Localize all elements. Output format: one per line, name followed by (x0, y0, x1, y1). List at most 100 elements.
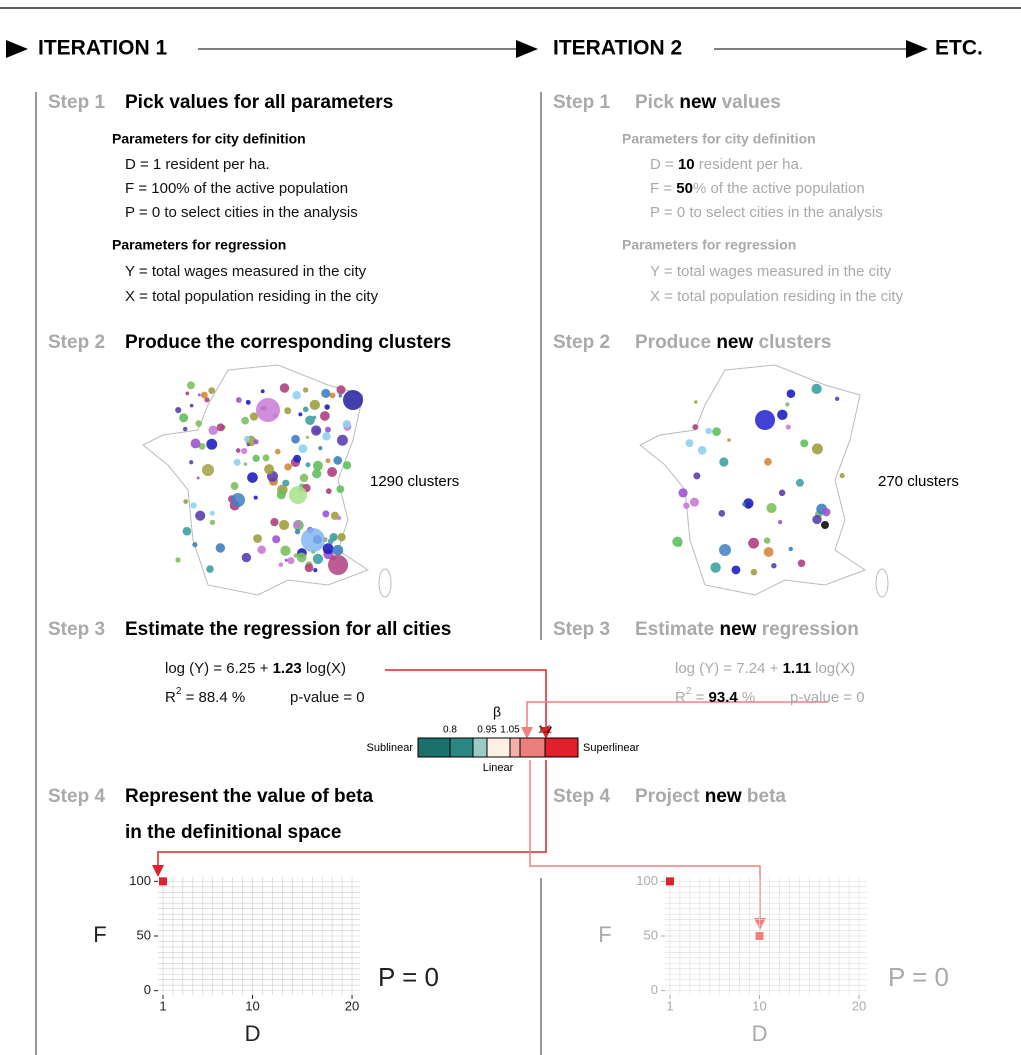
cluster-blob (743, 498, 754, 509)
y-axis-label: F (93, 922, 106, 947)
scale-segment (519, 737, 546, 758)
cluster-blob (328, 555, 348, 575)
param-line: F = 100% of the active population (125, 180, 348, 197)
cluster-blob (694, 400, 698, 404)
map-outline (639, 364, 867, 596)
cluster-blob (689, 497, 699, 507)
cluster-count: 1290 clusters (370, 473, 459, 490)
cluster-blob (175, 557, 181, 563)
cluster-blob (672, 536, 683, 547)
text-segment: new (719, 619, 756, 640)
text-segment: beta (742, 786, 787, 807)
cluster-blob (185, 391, 190, 396)
cluster-blob (304, 563, 314, 573)
cluster-blob (257, 545, 266, 554)
cluster-blob (280, 545, 291, 556)
cluster-blob (253, 495, 258, 500)
scale-right-label: Superlinear (583, 742, 640, 754)
text-segment: 2 (686, 686, 692, 697)
cluster-blob (189, 403, 194, 408)
step-title: Represent the value of beta (125, 786, 374, 807)
cluster-blob (252, 454, 260, 463)
cluster-blob (190, 438, 201, 449)
map-island (875, 568, 889, 598)
cluster-blob (336, 515, 342, 521)
arrow (152, 760, 547, 877)
text-segment: log(X) (302, 660, 346, 677)
cluster-blob (208, 387, 216, 395)
y-axis-label: F (598, 922, 611, 947)
scale-tick-label: 0.95 (477, 725, 497, 736)
param-heading: Parameters for city definition (622, 131, 816, 147)
cluster-blob (292, 391, 301, 400)
text-segment: log (Y) = 6.25 + (165, 660, 273, 677)
param-line: Y = total wages measured in the city (650, 263, 892, 280)
cluster-blob (324, 404, 330, 410)
step-label: Step 1 (553, 92, 610, 113)
cluster-blob (245, 399, 251, 405)
step-label: Step 3 (553, 619, 610, 640)
cluster-blob (764, 457, 772, 466)
text-segment: values (716, 92, 780, 113)
cluster-blob (284, 407, 292, 415)
cluster-blob (719, 457, 729, 467)
param-line: P = 0 to select cities in the analysis (125, 204, 358, 221)
cluster-blob (812, 514, 822, 525)
cluster-blob (216, 423, 225, 432)
cluster-blob (333, 456, 343, 465)
text-segment: X = total population residing in the cit… (125, 288, 379, 305)
cluster-blob (692, 424, 699, 431)
text-segment: in the definitional space (125, 822, 341, 843)
cluster-blob (719, 544, 731, 556)
p-value: p-value = 0 (790, 689, 865, 706)
step-label: Step 4 (48, 786, 105, 807)
cluster-blob (683, 502, 690, 509)
cluster-blob (312, 469, 322, 479)
cluster-blob (324, 426, 331, 433)
text-segment: log(X) (811, 660, 855, 677)
text-segment: F = (650, 180, 676, 197)
x-tick-label: 20 (852, 998, 866, 1013)
x-axis-label: D (245, 1021, 261, 1046)
iteration-label: ITERATION 1 (38, 37, 167, 60)
cluster-blob (175, 406, 182, 414)
cluster-blob (785, 402, 790, 407)
text-segment: Y = total wages measured in the city (650, 263, 892, 280)
scale-segment (544, 737, 579, 758)
text-segment: D = 1 resident per ha. (125, 156, 270, 173)
y-tick-label: 50 (644, 927, 658, 942)
x-axis-label: D (752, 1021, 768, 1046)
cluster-blob (337, 533, 346, 542)
cluster-blob (834, 396, 840, 402)
cluster-blob (241, 552, 252, 563)
y-tick-label: 100 (636, 873, 658, 888)
param-line: Y = total wages measured in the city (125, 263, 367, 280)
text-segment: resident per ha. (695, 156, 803, 173)
cluster-blob (342, 419, 351, 429)
cluster-blob (243, 435, 250, 442)
cluster-blob (705, 427, 712, 435)
cluster-blob (204, 397, 210, 403)
cluster-blob (249, 412, 259, 421)
cluster-blob (718, 510, 726, 517)
cluster-blob (272, 535, 281, 544)
text-segment: clusters (753, 332, 831, 353)
param-heading: Parameters for city definition (112, 131, 306, 147)
header-arrowhead (516, 40, 538, 58)
cluster-blob (182, 526, 192, 536)
cluster-blob (284, 463, 292, 471)
point (665, 877, 674, 886)
param-line: F = 50% of the active population (650, 180, 865, 197)
cluster-blob (206, 438, 218, 450)
cluster-blob (196, 476, 200, 480)
cluster-blob (771, 562, 777, 569)
cluster-blob (235, 448, 241, 453)
cluster-blob (336, 385, 346, 395)
cluster-blob (338, 393, 343, 398)
step-label: Step 4 (553, 786, 610, 807)
cluster-blob (276, 490, 286, 500)
text-segment: 50 (676, 180, 693, 197)
cluster-blob (198, 442, 206, 450)
cluster-blob (800, 439, 809, 448)
